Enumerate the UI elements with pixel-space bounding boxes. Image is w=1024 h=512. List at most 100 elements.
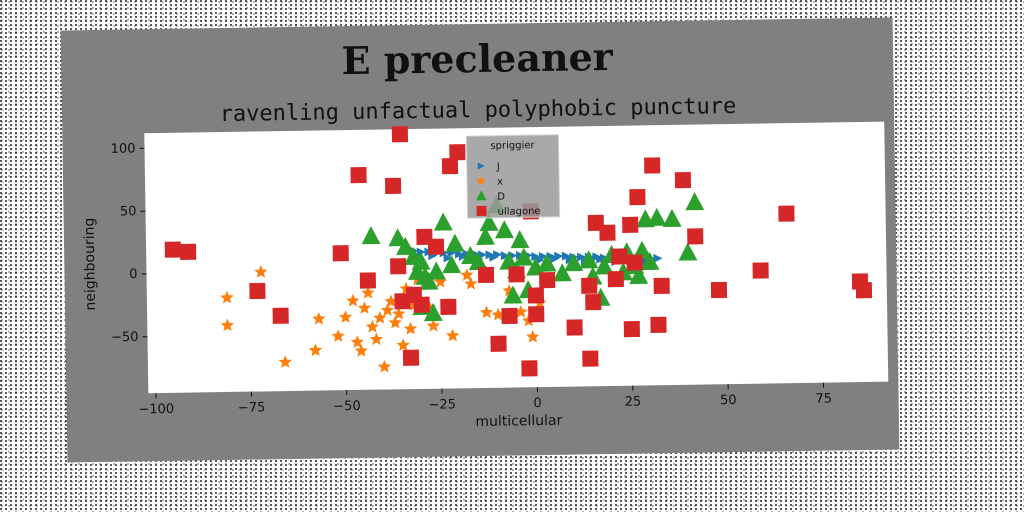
data-point-ullagone xyxy=(581,277,598,294)
data-point-ullagone xyxy=(528,306,545,323)
data-point-ullagone xyxy=(607,270,624,288)
data-point-ullagone xyxy=(585,293,602,311)
data-point-x xyxy=(338,310,353,323)
data-point-x xyxy=(377,359,392,373)
data-point-D xyxy=(579,250,599,269)
data-point-ullagone xyxy=(449,144,466,161)
data-point-x xyxy=(460,268,474,281)
data-point-x xyxy=(350,335,365,348)
data-point-ullagone xyxy=(752,262,769,279)
data-point-J xyxy=(653,253,663,263)
data-point-D xyxy=(564,253,584,272)
data-point-D xyxy=(445,233,465,252)
data-point-ullagone xyxy=(384,177,402,195)
data-point-ullagone xyxy=(490,335,507,352)
x-tick-label: 0 xyxy=(533,396,542,411)
data-point-ullagone xyxy=(521,360,538,377)
data-point-D xyxy=(499,251,519,270)
data-point-D xyxy=(552,263,572,282)
x-tick-label: 75 xyxy=(815,391,832,406)
x-tick-label: 25 xyxy=(625,394,642,409)
data-marks xyxy=(164,126,873,377)
data-point-D xyxy=(396,236,416,256)
legend-label-x: x xyxy=(497,177,503,188)
series-ullagone xyxy=(164,126,873,377)
data-point-D xyxy=(433,212,453,231)
x-tick-label: 50 xyxy=(720,393,737,408)
data-point-x xyxy=(384,294,398,308)
data-point-D xyxy=(647,207,667,226)
data-point-x xyxy=(346,293,360,307)
data-point-ullagone xyxy=(427,238,445,255)
data-point-ullagone xyxy=(653,277,670,295)
data-point-ullagone xyxy=(582,350,599,367)
data-point-ullagone xyxy=(566,319,583,336)
data-point-ullagone xyxy=(390,258,407,275)
data-point-ullagone xyxy=(332,245,349,262)
data-point-ullagone xyxy=(626,254,643,271)
data-point-J xyxy=(443,253,453,263)
data-point-D xyxy=(514,247,534,266)
x-tick-label: −75 xyxy=(238,400,266,415)
data-point-D xyxy=(388,228,408,247)
data-point-D xyxy=(468,252,488,271)
data-point-D xyxy=(479,212,499,232)
legend-title: spriggier xyxy=(490,140,535,152)
data-point-x xyxy=(396,338,410,351)
data-point-ullagone xyxy=(477,266,495,283)
data-point-ullagone xyxy=(855,282,873,299)
data-point-D xyxy=(495,220,514,239)
data-point-J xyxy=(550,254,560,264)
data-point-ullagone xyxy=(508,266,525,283)
data-point-D xyxy=(685,192,705,211)
x-tick-label: −25 xyxy=(428,397,456,412)
plot-area: −100 −75 −50 −25 0 25 50 75 −50 0 50 100 spriggier J… xyxy=(82,121,889,430)
data-point-x xyxy=(479,305,494,319)
legend-label-J: J xyxy=(496,162,500,173)
data-point-x xyxy=(514,304,528,318)
data-point-ullagone xyxy=(440,298,457,315)
data-point-J xyxy=(596,254,606,264)
data-point-x xyxy=(254,265,268,278)
legend-marker-ullagone xyxy=(476,205,487,217)
data-point-x xyxy=(403,321,418,335)
data-point-x xyxy=(331,329,345,343)
x-axis-label: multicellular xyxy=(475,413,562,430)
y-tick-label: 50 xyxy=(120,204,137,219)
x-tick-label: −50 xyxy=(333,399,361,414)
legend-marker-J xyxy=(477,162,485,170)
y-tick-label: 100 xyxy=(111,141,136,156)
data-point-D xyxy=(629,265,649,285)
data-point-x xyxy=(278,355,292,368)
data-point-x xyxy=(354,343,368,357)
data-point-x xyxy=(380,303,395,317)
data-point-D xyxy=(503,285,523,304)
data-point-ullagone xyxy=(644,157,661,174)
legend-box xyxy=(465,134,561,219)
data-point-x xyxy=(361,286,375,299)
data-point-ullagone xyxy=(710,281,728,299)
data-point-J xyxy=(458,251,468,261)
data-point-x xyxy=(308,343,323,357)
legend-label-ullagone: ullagone xyxy=(497,206,540,218)
data-point-ullagone xyxy=(391,126,409,143)
data-point-x xyxy=(445,328,460,342)
data-point-D xyxy=(678,242,698,261)
data-point-ullagone xyxy=(650,316,667,334)
data-point-x xyxy=(312,311,326,325)
axes: −100 −75 −50 −25 0 25 50 75 −50 0 50 100 xyxy=(111,141,833,417)
data-point-ullagone xyxy=(674,171,692,189)
data-point-J xyxy=(416,247,426,257)
data-point-J xyxy=(489,252,499,262)
legend-marker-x xyxy=(476,175,486,186)
data-point-x xyxy=(433,274,448,288)
data-point-D xyxy=(427,261,446,280)
data-point-D xyxy=(476,226,495,245)
data-point-ullagone xyxy=(350,166,367,184)
y-tick-label: −50 xyxy=(111,330,139,345)
data-point-ullagone xyxy=(164,241,181,258)
data-point-ullagone xyxy=(622,216,639,233)
data-point-D xyxy=(632,240,652,259)
data-point-ullagone xyxy=(539,272,556,289)
